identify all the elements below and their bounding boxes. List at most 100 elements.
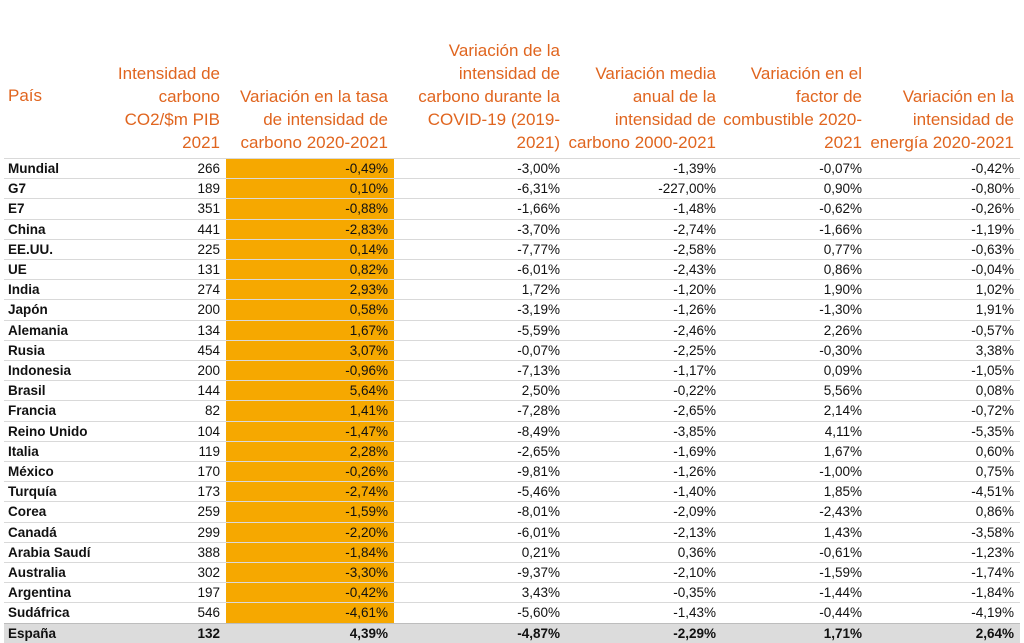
country-cell: E7	[4, 198, 114, 220]
fuel-factor-cell: 1,43%	[722, 521, 868, 543]
fuel-factor-cell: -1,66%	[722, 218, 868, 240]
country-cell: Italia	[4, 440, 114, 462]
carbon-intensity-cell: 119	[114, 440, 226, 462]
rate-change-cell: 2,93%	[226, 279, 394, 300]
energy-intensity-cell: -4,19%	[868, 602, 1020, 624]
covid-change-cell: -5,59%	[394, 319, 566, 341]
annual-average-cell: -1,48%	[566, 198, 722, 220]
covid-change-cell: -0,07%	[394, 339, 566, 361]
annual-average-cell: -1,26%	[566, 299, 722, 321]
table-body: Mundial 266 -0,49% -3,00% -1,39% -0,07% -0,42%…	[4, 157, 1020, 643]
covid-change-cell: -9,81%	[394, 461, 566, 482]
carbon-intensity-cell: 197	[114, 582, 226, 603]
country-cell: Japón	[4, 299, 114, 321]
energy-intensity-cell: -1,19%	[868, 218, 1020, 240]
table-row: G7 189 0,10% -6,31% -227,00% 0,90% -0,80%	[4, 178, 1020, 199]
rate-change-cell: -0,96%	[226, 360, 394, 381]
country-cell: Alemania	[4, 319, 114, 341]
fuel-factor-cell: -0,44%	[722, 602, 868, 624]
country-cell: G7	[4, 178, 114, 199]
country-cell: Brasil	[4, 380, 114, 401]
column-header-annual-average-change: Variación media anual de la intensidad d…	[568, 64, 716, 152]
carbon-intensity-cell: 546	[114, 602, 226, 624]
column-header-carbon-intensity: Intensidad de carbono CO2/$m PIB 2021	[117, 64, 220, 152]
fuel-factor-cell: 4,11%	[722, 420, 868, 442]
table-row: Italia 119 2,28% -2,65% -1,69% 1,67% 0,60%	[4, 440, 1020, 462]
header-row: País Intensidad de carbono CO2/$m PIB 20…	[4, 6, 1020, 159]
total-row: España 132 4,39% -4,87% -2,29% 1,71% 2,64%	[4, 622, 1020, 643]
energy-intensity-cell: -1,74%	[868, 562, 1020, 583]
rate-change-cell: 1,41%	[226, 400, 394, 422]
energy-intensity-cell: 1,91%	[868, 299, 1020, 321]
table-row: Reino Unido 104 -1,47% -8,49% -3,85% 4,11% -5,…	[4, 420, 1020, 442]
energy-intensity-cell: -0,57%	[868, 319, 1020, 341]
table-row: Argentina 197 -0,42% 3,43% -0,35% -1,44% -1,84…	[4, 582, 1020, 603]
covid-change-cell: -9,37%	[394, 562, 566, 583]
column-header-fuel-factor-change: Variación en el factor de combustible 20…	[723, 64, 862, 152]
rate-change-cell: -2,20%	[226, 521, 394, 543]
rate-change-cell: 0,58%	[226, 299, 394, 321]
carbon-intensity-table: País Intensidad de carbono CO2/$m PIB 20…	[4, 6, 1020, 643]
rate-change-cell: 4,39%	[226, 622, 394, 643]
fuel-factor-cell: -1,44%	[722, 582, 868, 603]
country-cell: Argentina	[4, 582, 114, 603]
annual-average-cell: -2,25%	[566, 339, 722, 361]
carbon-intensity-cell: 144	[114, 380, 226, 401]
fuel-factor-cell: 0,77%	[722, 238, 868, 260]
table-row: Australia 302 -3,30% -9,37% -2,10% -1,59% -1,7…	[4, 562, 1020, 583]
country-cell: España	[4, 622, 114, 643]
energy-intensity-cell: -1,84%	[868, 582, 1020, 603]
covid-change-cell: -6,01%	[394, 259, 566, 280]
annual-average-cell: -2,13%	[566, 521, 722, 543]
country-cell: Arabia Saudí	[4, 541, 114, 563]
country-cell: Rusia	[4, 339, 114, 361]
covid-change-cell: -1,66%	[394, 198, 566, 220]
fuel-factor-cell: -2,43%	[722, 501, 868, 523]
fuel-factor-cell: 5,56%	[722, 380, 868, 401]
annual-average-cell: -1,26%	[566, 461, 722, 482]
table-row: México 170 -0,26% -9,81% -1,26% -1,00% 0,75%	[4, 461, 1020, 482]
fuel-factor-cell: 2,14%	[722, 400, 868, 422]
annual-average-cell: -2,65%	[566, 400, 722, 422]
table-row: Turquía 173 -2,74% -5,46% -1,40% 1,85% -4,51%	[4, 481, 1020, 502]
fuel-factor-cell: -1,30%	[722, 299, 868, 321]
fuel-factor-cell: -1,59%	[722, 562, 868, 583]
annual-average-cell: 0,36%	[566, 541, 722, 563]
rate-change-cell: -1,84%	[226, 541, 394, 563]
table-row: Alemania 134 1,67% -5,59% -2,46% 2,26% -0,57%	[4, 319, 1020, 341]
annual-average-cell: -2,58%	[566, 238, 722, 260]
carbon-intensity-cell: 441	[114, 218, 226, 240]
rate-change-cell: 3,07%	[226, 339, 394, 361]
country-cell: Sudáfrica	[4, 602, 114, 624]
energy-intensity-cell: -1,05%	[868, 360, 1020, 381]
table-row: Brasil 144 5,64% 2,50% -0,22% 5,56% 0,08%	[4, 380, 1020, 401]
covid-change-cell: 0,21%	[394, 541, 566, 563]
fuel-factor-cell: 1,85%	[722, 481, 868, 502]
carbon-intensity-cell: 134	[114, 319, 226, 341]
carbon-intensity-cell: 225	[114, 238, 226, 260]
covid-change-cell: -7,77%	[394, 238, 566, 260]
carbon-intensity-cell: 200	[114, 299, 226, 321]
table-row: UE 131 0,82% -6,01% -2,43% 0,86% -0,04%	[4, 259, 1020, 280]
country-cell: México	[4, 461, 114, 482]
annual-average-cell: -0,22%	[566, 380, 722, 401]
annual-average-cell: -2,43%	[566, 259, 722, 280]
carbon-intensity-cell: 189	[114, 178, 226, 199]
annual-average-cell: -1,43%	[566, 602, 722, 624]
annual-average-cell: -2,10%	[566, 562, 722, 583]
country-cell: UE	[4, 259, 114, 280]
carbon-intensity-cell: 266	[114, 157, 226, 179]
annual-average-cell: -2,46%	[566, 319, 722, 341]
country-cell: Turquía	[4, 481, 114, 502]
annual-average-cell: -1,39%	[566, 157, 722, 179]
energy-intensity-cell: 2,64%	[868, 622, 1020, 643]
rate-change-cell: -1,47%	[226, 420, 394, 442]
rate-change-cell: -0,26%	[226, 461, 394, 482]
fuel-factor-cell: -0,61%	[722, 541, 868, 563]
table-row: India 274 2,93% 1,72% -1,20% 1,90% 1,02%	[4, 279, 1020, 300]
annual-average-cell: -227,00%	[566, 178, 722, 199]
table-row: Canadá 299 -2,20% -6,01% -2,13% 1,43% -3,58%	[4, 521, 1020, 543]
energy-intensity-cell: -0,80%	[868, 178, 1020, 199]
rate-change-cell: -0,49%	[226, 157, 394, 179]
covid-change-cell: -6,01%	[394, 521, 566, 543]
